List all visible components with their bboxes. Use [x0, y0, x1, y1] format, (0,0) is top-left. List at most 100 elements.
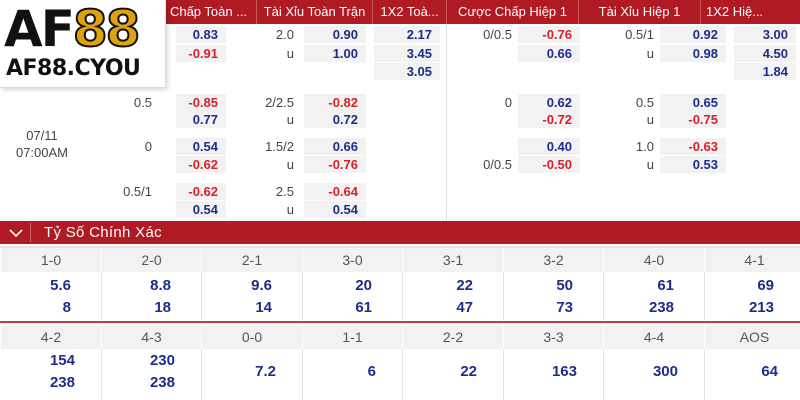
- odd-ou-under[interactable]: -0.76: [304, 156, 366, 173]
- score-header: 4-3: [101, 325, 201, 349]
- odd-h1-ou-over[interactable]: -0.63: [660, 138, 726, 155]
- header-full-1x2[interactable]: 1X2 Toà...: [372, 0, 446, 24]
- odd-h1-ou-under[interactable]: 0.53: [660, 156, 726, 173]
- brand-logo[interactable]: AF88 AF88.CYOU: [0, 0, 166, 88]
- odd-ou-over[interactable]: 0.66: [304, 138, 366, 155]
- odd-ou-over[interactable]: 0.90: [304, 26, 366, 43]
- score-header: 3-2: [503, 248, 603, 272]
- odd-ah-away[interactable]: -0.62: [176, 156, 226, 173]
- score-odd-top[interactable]: 230: [149, 352, 175, 369]
- score-odd-bottom[interactable]: 73: [556, 299, 573, 316]
- odd-ou-over[interactable]: -0.82: [304, 94, 366, 111]
- column-divider: [302, 349, 303, 400]
- header-h1-1x2[interactable]: 1X2 Hiệ...: [700, 0, 768, 24]
- score-odd[interactable]: 7.2: [255, 363, 276, 380]
- score-odd[interactable]: 163: [551, 363, 577, 380]
- ou-line: 2.5: [275, 184, 294, 199]
- score-odd-top[interactable]: 22: [456, 277, 473, 294]
- score-odd-bottom[interactable]: 8: [62, 299, 71, 316]
- column-divider: [704, 349, 705, 400]
- score-odd-bottom[interactable]: 238: [149, 374, 175, 391]
- h1-ou-line: 0.5: [635, 95, 654, 110]
- h1-ah-line: 0/0.5: [483, 27, 512, 42]
- column-divider: [101, 272, 102, 320]
- odd-ah-home[interactable]: 0.83: [176, 26, 226, 43]
- score-odd[interactable]: 300: [652, 363, 678, 380]
- score-odd-bottom[interactable]: 14: [255, 299, 272, 316]
- odd-1x2-draw[interactable]: 3.05: [374, 63, 440, 80]
- odd-h1-ou-under[interactable]: -0.75: [660, 111, 726, 128]
- odd-h1-ou-over[interactable]: 0.92: [660, 26, 726, 43]
- h1-ou-under-label: u: [646, 112, 654, 127]
- odd-h1-ah-away[interactable]: -0.72: [518, 111, 580, 128]
- odd-h1-ah-away[interactable]: -0.50: [518, 156, 580, 173]
- score-header: 4-0: [603, 248, 704, 272]
- score-odd-bottom[interactable]: 18: [154, 299, 171, 316]
- score-header: AOS: [704, 325, 800, 349]
- logo-wordmark: AF88: [4, 1, 141, 57]
- odd-ou-under[interactable]: 0.72: [304, 111, 366, 128]
- score-header: 2-2: [402, 325, 503, 349]
- correct-score-bar[interactable]: Tỷ Số Chính Xác: [0, 221, 800, 244]
- odd-1x2-away[interactable]: 3.45: [374, 45, 440, 62]
- odd-h1-ou-over[interactable]: 0.65: [660, 94, 726, 111]
- score-odd-bottom[interactable]: 213: [748, 299, 774, 316]
- score-odd-top[interactable]: 8.8: [150, 277, 171, 294]
- column-divider: [101, 349, 102, 400]
- odd-ah-away[interactable]: -0.91: [176, 45, 226, 62]
- score-header: 2-0: [101, 248, 201, 272]
- h1-ou-line: 1.0: [635, 139, 654, 154]
- score-odd-top[interactable]: 9.6: [251, 277, 272, 294]
- column-divider: [704, 272, 705, 320]
- odd-h1-ah-home[interactable]: 0.40: [518, 138, 580, 155]
- odd-h1-ah-away[interactable]: 0.66: [518, 45, 580, 62]
- score-odd-top[interactable]: 50: [556, 277, 573, 294]
- score-odd[interactable]: 64: [761, 363, 778, 380]
- score-header: 2-1: [201, 248, 302, 272]
- odd-h1-1x2-home[interactable]: 3.00: [734, 26, 796, 43]
- correct-score-title: Tỷ Số Chính Xác: [44, 224, 162, 241]
- h1-ou-under-label: u: [646, 157, 654, 172]
- h1-ou-line: 0.5/1: [625, 27, 654, 42]
- odd-h1-ah-home[interactable]: -0.76: [518, 26, 580, 43]
- score-odd-top[interactable]: 20: [355, 277, 372, 294]
- column-divider: [603, 272, 604, 320]
- score-odd-top[interactable]: 61: [657, 277, 674, 294]
- odd-h1-1x2-draw[interactable]: 1.84: [734, 63, 796, 80]
- odd-ah-home[interactable]: 0.54: [176, 138, 226, 155]
- logo-site: AF88.CYOU: [6, 56, 141, 81]
- odd-h1-ah-home[interactable]: 0.62: [518, 94, 580, 111]
- header-h1-handicap[interactable]: Cược Chấp Hiệp 1: [446, 0, 578, 24]
- score-odd-bottom[interactable]: 238: [49, 374, 75, 391]
- score-odd-top[interactable]: 69: [757, 277, 774, 294]
- odd-h1-ou-under[interactable]: 0.98: [660, 45, 726, 62]
- odd-1x2-home[interactable]: 2.17: [374, 26, 440, 43]
- score-header: 3-3: [503, 325, 603, 349]
- score-odd[interactable]: 6: [367, 363, 376, 380]
- odd-ah-away[interactable]: 0.54: [176, 201, 226, 218]
- header-full-over-under[interactable]: Tài Xỉu Toàn Trận: [256, 0, 372, 24]
- score-odd-bottom[interactable]: 61: [355, 299, 372, 316]
- odd-ou-under[interactable]: 1.00: [304, 45, 366, 62]
- column-divider: [402, 272, 403, 320]
- header-h1-over-under[interactable]: Tài Xỉu Hiệp 1: [578, 0, 700, 24]
- score-odd-top[interactable]: 5.6: [50, 277, 71, 294]
- chevron-down-icon[interactable]: [6, 224, 26, 241]
- header-full-handicap[interactable]: Chấp Toàn ...: [160, 0, 256, 24]
- score-odd-top[interactable]: 154: [49, 352, 75, 369]
- score-header: 4-2: [0, 325, 101, 349]
- score-header: 1-0: [0, 248, 101, 272]
- odd-ou-over[interactable]: -0.64: [304, 183, 366, 200]
- ou-line: 2.0: [275, 27, 294, 42]
- column-divider: [503, 272, 504, 320]
- ou-under-label: u: [286, 46, 294, 61]
- score-odd-bottom[interactable]: 238: [648, 299, 674, 316]
- ou-under-label: u: [286, 157, 294, 172]
- score-odd-bottom[interactable]: 47: [456, 299, 473, 316]
- odd-ah-away[interactable]: 0.77: [176, 111, 226, 128]
- odd-ah-home[interactable]: -0.62: [176, 183, 226, 200]
- score-odd[interactable]: 22: [460, 363, 477, 380]
- odd-h1-1x2-away[interactable]: 4.50: [734, 45, 796, 62]
- odd-ou-under[interactable]: 0.54: [304, 201, 366, 218]
- odd-ah-home[interactable]: -0.85: [176, 94, 226, 111]
